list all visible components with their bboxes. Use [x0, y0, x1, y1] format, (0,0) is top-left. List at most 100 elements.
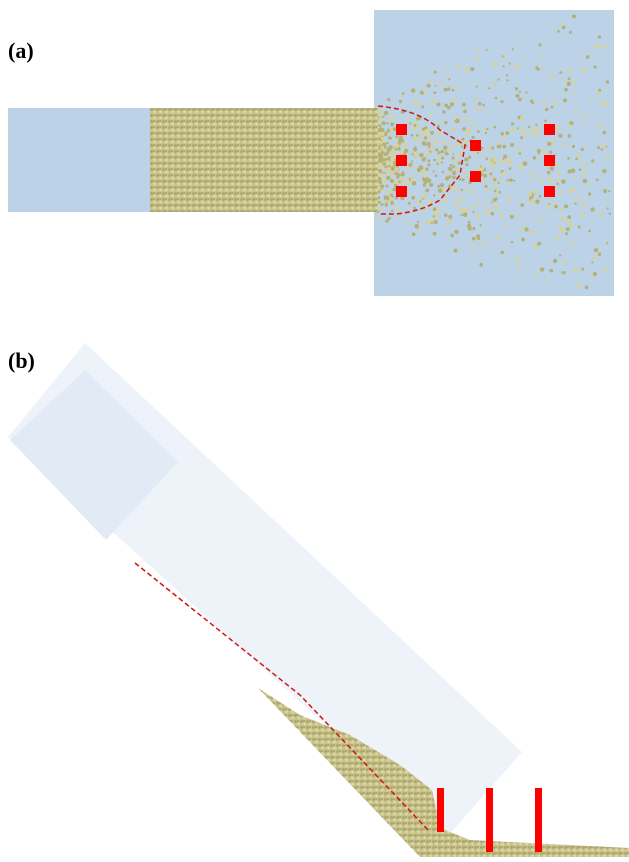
particle — [405, 169, 409, 173]
particle — [429, 183, 433, 187]
particle — [559, 71, 562, 74]
particle — [473, 205, 477, 209]
particle — [547, 171, 550, 174]
particle — [488, 147, 492, 151]
particle — [377, 110, 381, 114]
particle — [559, 254, 561, 256]
particle — [465, 209, 469, 213]
particle — [379, 174, 382, 177]
particle — [444, 213, 448, 217]
particle — [433, 91, 436, 94]
particle — [408, 186, 411, 189]
particle — [427, 102, 430, 105]
particle — [507, 179, 509, 181]
particle — [497, 142, 500, 145]
particle — [473, 124, 476, 127]
particle — [521, 238, 525, 242]
particle — [430, 145, 434, 149]
particle — [430, 113, 433, 116]
particle — [380, 114, 383, 117]
particle — [438, 206, 440, 208]
particle — [459, 151, 462, 154]
particle — [569, 224, 573, 228]
particle — [533, 190, 537, 194]
particle — [508, 158, 511, 161]
particle — [417, 221, 419, 223]
particle — [458, 161, 461, 164]
particle — [515, 258, 520, 263]
particle — [434, 71, 437, 74]
particle — [556, 163, 559, 166]
particle — [564, 88, 568, 92]
particle — [396, 143, 399, 146]
particle — [563, 260, 567, 264]
particle — [427, 84, 431, 88]
particle — [391, 143, 393, 145]
particle — [378, 124, 380, 126]
particle — [437, 132, 441, 136]
particle — [433, 159, 436, 162]
particle — [588, 192, 591, 195]
particle — [605, 44, 609, 48]
particle — [562, 26, 566, 30]
particle — [579, 168, 582, 171]
particle — [452, 171, 456, 175]
particle — [411, 196, 415, 200]
particle — [444, 88, 448, 92]
particle — [442, 188, 446, 192]
particle — [378, 128, 382, 132]
particle — [394, 150, 396, 152]
particle — [535, 217, 538, 220]
particle — [571, 169, 576, 174]
particle — [435, 174, 438, 177]
particle — [453, 85, 455, 87]
particle — [397, 147, 401, 151]
particle — [558, 134, 562, 138]
particle — [455, 167, 459, 171]
particle — [411, 160, 413, 162]
particle — [582, 68, 586, 72]
particle — [565, 232, 568, 235]
particle — [530, 229, 534, 233]
particle — [567, 215, 571, 219]
particle — [608, 190, 610, 192]
particle — [411, 88, 415, 92]
particle — [437, 125, 440, 128]
particle — [443, 199, 447, 203]
particle — [501, 160, 505, 164]
particle — [542, 219, 545, 222]
particle — [548, 178, 551, 181]
particle — [417, 100, 420, 103]
particle — [572, 145, 575, 148]
particle — [446, 153, 448, 155]
particle — [414, 137, 418, 141]
particle — [470, 189, 474, 193]
particle — [399, 151, 402, 154]
particle — [594, 44, 598, 48]
particle — [427, 159, 430, 162]
particle — [391, 210, 393, 212]
particle — [540, 267, 544, 271]
particle — [537, 149, 541, 153]
particle — [491, 180, 494, 183]
particle — [563, 98, 567, 102]
particle — [487, 180, 489, 182]
particle — [574, 268, 579, 273]
particle — [383, 159, 385, 161]
particle — [401, 181, 405, 185]
particle — [594, 255, 598, 259]
particle — [500, 132, 504, 136]
particle — [463, 213, 468, 218]
particle — [422, 128, 425, 131]
particle — [519, 91, 521, 93]
particle — [466, 163, 469, 166]
particle — [506, 224, 509, 227]
particle — [399, 214, 401, 216]
particle — [413, 153, 417, 157]
particle — [450, 102, 454, 106]
particle — [478, 199, 481, 202]
particle — [385, 202, 387, 204]
particle — [493, 158, 497, 162]
particle — [584, 113, 586, 115]
particle — [412, 181, 416, 185]
